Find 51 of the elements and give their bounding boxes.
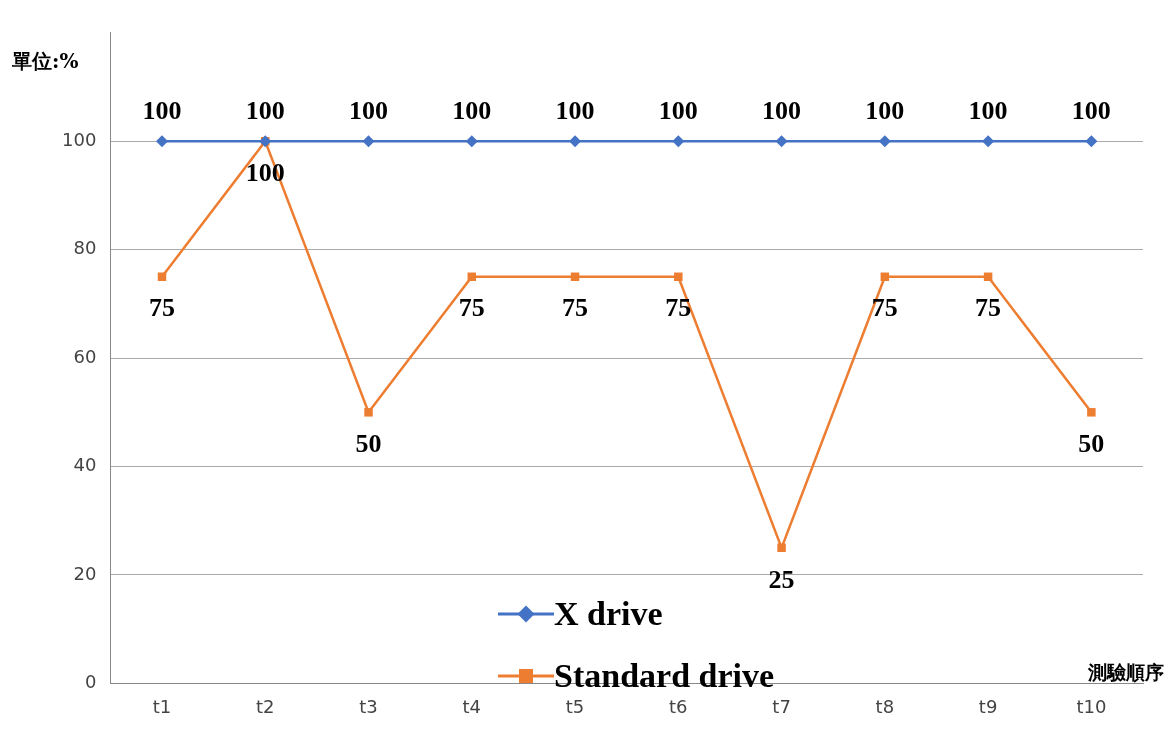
data-label: 75 bbox=[148, 293, 175, 323]
legend-label: Standard drive bbox=[554, 657, 775, 695]
legend-label: X drive bbox=[554, 595, 663, 633]
x-tick-label: t4 bbox=[462, 695, 482, 717]
point bbox=[465, 135, 478, 148]
point bbox=[672, 135, 685, 148]
point bbox=[1085, 135, 1098, 148]
data-label: 100 bbox=[658, 95, 698, 125]
x-tick-label: t10 bbox=[1076, 695, 1107, 717]
x-tick-label: t1 bbox=[152, 695, 172, 717]
data-label: 100 bbox=[142, 95, 182, 125]
y-tick-label: 60 bbox=[73, 345, 97, 367]
data-label: 50 bbox=[355, 429, 382, 459]
point bbox=[1087, 408, 1096, 417]
point bbox=[777, 543, 786, 553]
data-label: 100 bbox=[555, 95, 595, 125]
data-label: 75 bbox=[665, 293, 692, 323]
point bbox=[982, 135, 995, 148]
y-tick-label: 100 bbox=[62, 128, 97, 150]
data-label: 25 bbox=[768, 564, 795, 594]
data-label: 75 bbox=[871, 293, 898, 323]
x-tick-label: t5 bbox=[565, 695, 585, 717]
data-label: 100 bbox=[1071, 95, 1111, 125]
data-label: 100 bbox=[865, 95, 905, 125]
y-tick-label: 20 bbox=[73, 562, 97, 584]
x-tick-label: t8 bbox=[875, 695, 895, 717]
point bbox=[155, 135, 168, 148]
point bbox=[775, 135, 788, 148]
point bbox=[362, 135, 375, 148]
x-tick-label: t7 bbox=[772, 695, 791, 717]
y-tick-label: 0 bbox=[84, 671, 97, 693]
data-label: 100 bbox=[968, 95, 1008, 125]
point bbox=[878, 135, 891, 148]
data-label: 50 bbox=[1078, 429, 1105, 459]
x-axis-title: 測驗順序 bbox=[1088, 660, 1164, 685]
point bbox=[674, 272, 683, 282]
y-axis-title: 單位:% bbox=[12, 48, 79, 75]
data-label: 75 bbox=[975, 293, 1002, 323]
x-tick-label: t2 bbox=[256, 695, 275, 717]
x-tick-label: t3 bbox=[359, 695, 378, 717]
data-label: 100 bbox=[245, 95, 285, 125]
x-tick-label: t9 bbox=[978, 695, 998, 717]
y-tick-label: 40 bbox=[73, 454, 97, 476]
x-tick-label: t6 bbox=[669, 695, 688, 717]
data-label: 75 bbox=[458, 293, 485, 323]
point bbox=[364, 408, 373, 417]
data-label: 75 bbox=[562, 293, 589, 323]
y-tick-label: 80 bbox=[73, 237, 97, 259]
data-label: 100 bbox=[452, 95, 492, 125]
data-label: 100 bbox=[762, 95, 802, 125]
data-label: 100 bbox=[349, 95, 389, 125]
